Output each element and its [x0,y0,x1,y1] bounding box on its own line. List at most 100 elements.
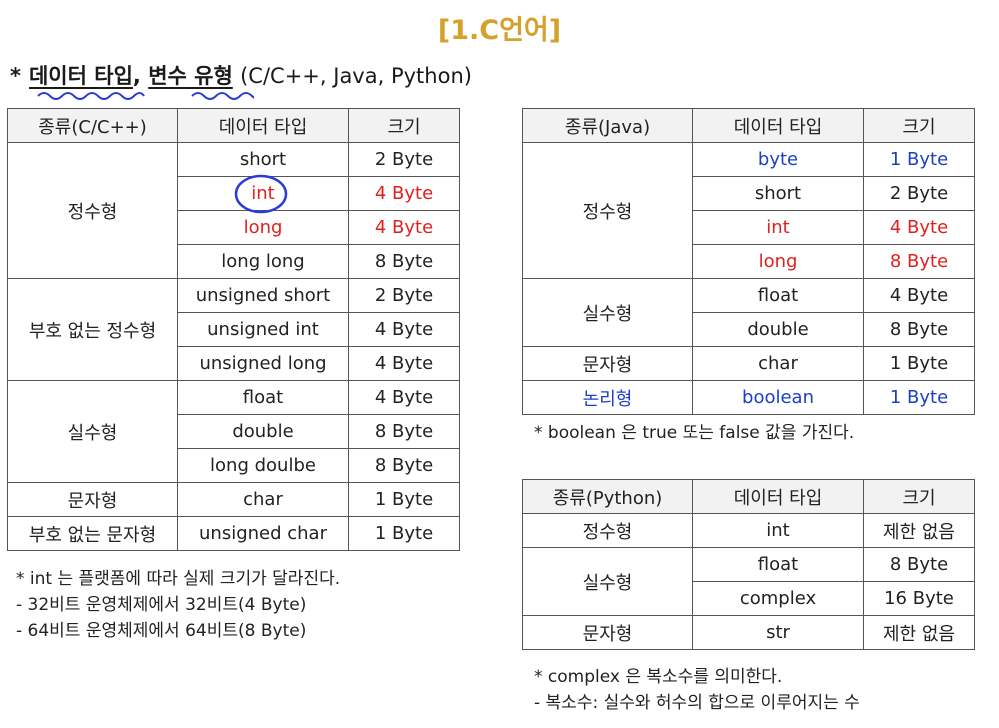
size-cell-highlighted: 8 Byte [863,244,975,279]
header-size: 크기 [348,108,460,143]
size-cell: 4 Byte [863,278,975,313]
type-cell: unsigned char [177,516,349,551]
type-cell: float [692,547,864,582]
header-kind: 종류(Java) [522,108,693,143]
note-line: - 복소수: 실수와 허수의 합으로 이루어지는 수 [534,693,860,713]
table-row: 실수형 float 8 Byte [522,547,975,616]
size-cell: 8 Byte [348,244,460,279]
group-integer: 정수형 [522,142,693,279]
type-cell-highlighted: int [692,210,864,245]
heading-data-type: 데이터 타입 [28,64,133,88]
table-row: 정수형 byte 1 Byte [522,142,975,279]
size-cell-highlighted: 4 Byte [348,176,460,211]
java-data-type-table: 종류(Java) 데이터 타입 크기 정수형 byte 1 Byte short… [522,108,975,415]
python-note: * complex 은 복소수를 의미한다. - 복소수: 실수와 허수의 합으… [534,664,860,716]
table-row: int 4 Byte [8,176,460,211]
type-cell: long long [177,244,349,279]
heading-languages: (C/C++, Java, Python) [240,64,472,88]
type-cell: double [692,312,864,347]
table-row: complex 16 Byte [523,581,975,616]
group-integer: 정수형 [7,142,178,279]
size-cell-highlighted: 4 Byte [863,210,975,245]
size-cell: 2 Byte [348,278,460,313]
size-cell: 1 Byte [348,482,460,517]
size-cell: 8 Byte [863,547,975,582]
header-size: 크기 [863,479,975,514]
table-row: long long 8 Byte [8,244,460,279]
type-cell-highlighted: long [177,210,349,245]
type-cell: char [177,482,349,517]
size-cell: 8 Byte [348,414,460,449]
table-row: 실수형 float 4 Byte [522,278,975,347]
header-kind: 종류(Python) [522,479,693,514]
header-data-type: 데이터 타입 [177,108,349,143]
page-title: [1.C언어] [437,15,562,46]
type-cell: unsigned long [177,346,349,381]
type-cell: double [177,414,349,449]
heading-star: * [10,64,21,88]
table-row: unsigned long 4 Byte [8,346,460,381]
header-data-type: 데이터 타입 [692,108,864,143]
type-cell: long doulbe [177,448,349,483]
table-row: double 8 Byte [523,312,975,347]
table-row: 문자형 str 제한 없음 [522,615,975,650]
table-row: double 8 Byte [8,414,460,449]
type-cell-highlighted: int [177,176,349,211]
group-real: 실수형 [522,547,693,616]
size-cell: 2 Byte [348,142,460,177]
group-char: 문자형 [522,346,693,381]
note-line: * complex 은 복소수를 의미한다. [534,667,783,687]
size-cell-highlighted: 1 Byte [863,380,975,415]
size-cell: 4 Byte [348,312,460,347]
table-row: 정수형 short 2 Byte [7,142,460,279]
group-unsigned-integer: 부호 없는 정수형 [7,278,178,381]
size-cell-highlighted: 4 Byte [348,210,460,245]
size-cell: 1 Byte [863,346,975,381]
size-cell: 8 Byte [348,448,460,483]
note-line: * int 는 플랫폼에 따라 실제 크기가 달라진다. [16,569,341,589]
table-row: 실수형 float 4 Byte [7,380,460,483]
table-row: 부호 없는 정수형 unsigned short 2 Byte [7,278,460,381]
handwritten-circle-annotation [234,174,288,214]
type-cell-highlighted: byte [692,142,864,177]
heading-comma: , [132,64,141,88]
header-kind: 종류(C/C++) [7,108,178,143]
size-cell: 제한 없음 [863,513,975,548]
group-logical: 논리형 [522,380,693,415]
type-cell: float [692,278,864,313]
table-row: long 4 Byte [8,210,460,245]
type-cell: float [177,380,349,415]
table-row: 정수형 int 제한 없음 [522,513,975,548]
section-heading: * 데이터 타입, 변수 유형 (C/C++, Java, Python) [10,60,472,90]
type-cell: short [692,176,864,211]
type-cell-highlighted: long [692,244,864,279]
table-header-row: 종류(C/C++) 데이터 타입 크기 [7,108,460,143]
table-row: short 2 Byte [523,176,975,211]
size-cell: 4 Byte [348,346,460,381]
size-cell: 4 Byte [348,380,460,415]
table-row: 논리형 boolean 1 Byte [522,380,975,415]
size-cell: 제한 없음 [863,615,975,650]
note-line: * boolean 은 true 또는 false 값을 가진다. [534,423,855,443]
group-integer: 정수형 [522,513,693,548]
handwritten-squiggle-annotation [37,92,254,100]
group-real: 실수형 [7,380,178,483]
table-header-row: 종류(Java) 데이터 타입 크기 [522,108,975,143]
type-cell: unsigned int [177,312,349,347]
heading-variable-type: 변수 유형 [148,64,233,88]
table-header-row: 종류(Python) 데이터 타입 크기 [522,479,975,514]
header-size: 크기 [863,108,975,143]
type-cell-highlighted: boolean [692,380,864,415]
python-data-type-table: 종류(Python) 데이터 타입 크기 정수형 int 제한 없음 실수형 f… [522,479,975,650]
type-cell: char [692,346,864,381]
type-cell: short [177,142,349,177]
type-cell: int [692,513,864,548]
size-cell: 1 Byte [348,516,460,551]
size-cell: 8 Byte [863,312,975,347]
table-row: 문자형 char 1 Byte [7,482,460,517]
note-line: - 32비트 운영체제에서 32비트(4 Byte) [16,595,307,615]
c-data-type-table: 종류(C/C++) 데이터 타입 크기 정수형 short 2 Byte int… [7,108,460,551]
type-cell: str [692,615,864,650]
note-line: - 64비트 운영체제에서 64비트(8 Byte) [16,621,307,641]
header-data-type: 데이터 타입 [692,479,864,514]
